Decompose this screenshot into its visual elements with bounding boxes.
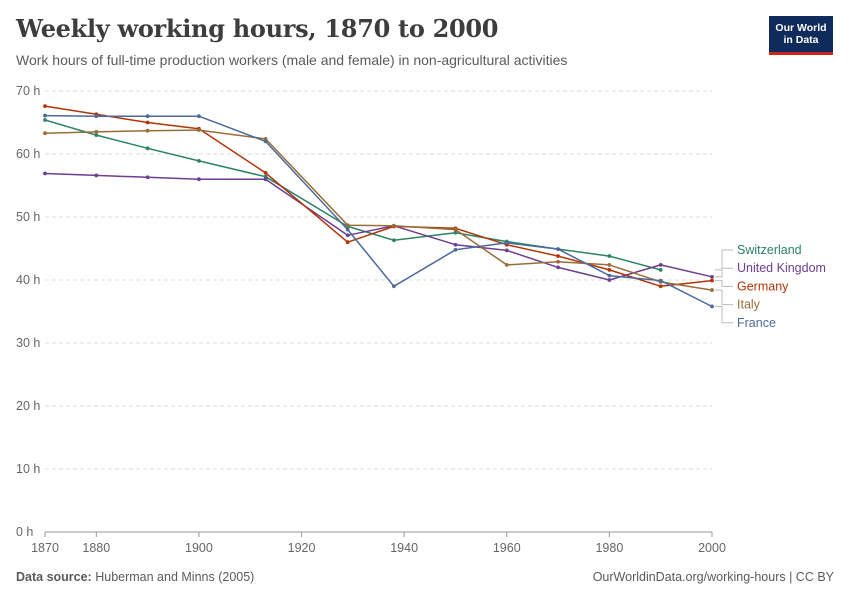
data-point <box>94 114 99 119</box>
y-tick-label: 0 h <box>16 525 33 539</box>
data-source-label: Data source: <box>16 570 92 584</box>
series-line[interactable] <box>44 114 713 308</box>
legend-label[interactable]: Switzerland <box>737 243 802 257</box>
grid-lines <box>45 90 712 470</box>
data-point <box>607 262 612 267</box>
data-point <box>556 247 560 252</box>
data-point <box>658 278 663 283</box>
series-lines <box>43 104 714 309</box>
data-point <box>345 233 350 238</box>
series-line[interactable] <box>44 119 661 271</box>
chart-title: Weekly working hours, 1870 to 2000 <box>16 14 499 43</box>
data-point <box>94 130 99 134</box>
data-point <box>345 240 350 245</box>
legend-connector <box>715 289 733 306</box>
y-tick-label: 40 h <box>16 273 40 287</box>
data-point <box>197 177 201 182</box>
data-point <box>197 114 201 119</box>
data-point <box>345 227 350 232</box>
y-tick-label: 50 h <box>16 210 40 224</box>
x-tick-label: 1980 <box>595 541 623 555</box>
legend-connector <box>715 280 733 287</box>
data-point <box>391 238 396 243</box>
x-tick-label: 2000 <box>698 541 726 555</box>
data-point <box>197 159 201 163</box>
legend-connector <box>715 267 733 278</box>
legend-label[interactable]: Germany <box>737 279 789 293</box>
data-point <box>710 278 714 283</box>
data-point <box>710 274 714 279</box>
data-point <box>453 230 458 235</box>
data-point <box>710 288 714 292</box>
data-point <box>391 223 396 228</box>
y-tick-label: 60 h <box>16 147 40 161</box>
data-source-text: Huberman and Minns (2005) <box>95 570 255 584</box>
data-point <box>453 247 458 252</box>
data-point <box>145 128 150 133</box>
series-line[interactable] <box>44 105 713 288</box>
data-point <box>43 118 47 122</box>
data-point <box>504 248 509 253</box>
data-point <box>607 273 612 278</box>
y-tick-label: 20 h <box>16 399 40 413</box>
data-point <box>710 304 714 309</box>
legend: Switzerland United Kingdom Germany Italy Fra… <box>715 243 826 330</box>
data-point <box>504 240 509 245</box>
data-point <box>145 120 150 125</box>
data-point <box>263 177 268 182</box>
x-tick-label: 1900 <box>185 541 213 555</box>
y-tick-label: 10 h <box>16 462 40 476</box>
legend-connector <box>715 249 733 271</box>
legend-label[interactable]: Italy <box>737 298 761 312</box>
x-tick-label: 1940 <box>390 541 418 555</box>
data-point <box>43 104 47 109</box>
data-point <box>145 146 150 151</box>
x-tick-label: 1880 <box>82 541 110 555</box>
logo-line-2: in Data <box>783 34 819 46</box>
data-point <box>556 259 560 264</box>
y-tick-label: 30 h <box>16 336 40 350</box>
legend-label[interactable]: France <box>737 316 776 330</box>
data-point <box>43 171 47 176</box>
data-point <box>391 284 396 289</box>
series-line[interactable] <box>44 172 713 281</box>
data-point <box>607 268 612 272</box>
data-point <box>453 227 458 232</box>
data-point <box>345 223 350 228</box>
x-tick-label: 1960 <box>493 541 521 555</box>
chart-subtitle: Work hours of full-time production worke… <box>16 52 568 68</box>
y-tick-label: 70 h <box>16 84 40 98</box>
data-point <box>453 242 458 247</box>
data-point <box>556 254 560 258</box>
data-point <box>94 133 99 138</box>
data-point <box>94 173 99 178</box>
data-point <box>607 254 612 258</box>
data-point <box>504 262 509 267</box>
line-chart: 0 h 10 h 20 h 30 h 40 h 50 h 60 h 70 h 1870 1880 1… <box>16 84 826 555</box>
axes: 0 h 10 h 20 h 30 h 40 h 50 h 60 h 70 h 1870 1880 1… <box>16 84 726 555</box>
x-tick-label: 1920 <box>288 541 316 555</box>
data-point <box>263 139 268 144</box>
logo-line-1: Our World <box>775 22 827 34</box>
data-point <box>197 128 201 132</box>
data-point <box>263 171 268 175</box>
data-point <box>658 262 663 267</box>
data-point <box>556 265 560 270</box>
legend-label[interactable]: United Kingdom <box>737 261 826 275</box>
data-point <box>658 268 663 272</box>
data-point <box>43 113 47 118</box>
data-point <box>607 278 612 282</box>
data-point <box>145 114 150 119</box>
data-point <box>43 131 47 136</box>
x-tick-label: 1870 <box>31 541 59 555</box>
data-point <box>145 175 150 180</box>
owid-link[interactable]: OurWorldinData.org/working-hours | CC BY <box>592 570 834 584</box>
legend-connector <box>715 306 733 324</box>
owid-logo[interactable]: Our World in Data <box>769 16 833 55</box>
data-source: Data source: Huberman and Minns (2005) <box>16 570 254 584</box>
data-point <box>658 284 663 289</box>
